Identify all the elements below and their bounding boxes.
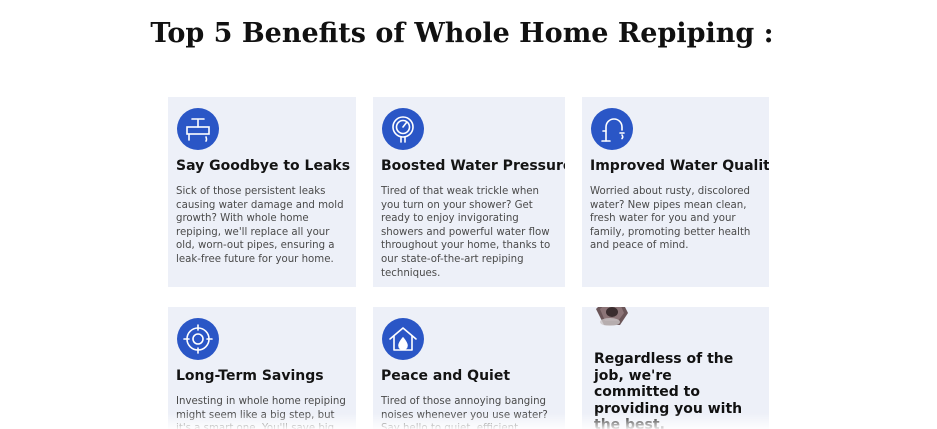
card-title: Boosted Water Pressure (381, 158, 565, 174)
promo-message: Regardless of the job, we're committed t… (594, 351, 743, 429)
card-description: Worried about rusty, discolored water? N… (590, 186, 751, 252)
pipe-valve-icon (176, 107, 220, 151)
page-title: Top 5 Benefits of Whole Home Repiping : (150, 18, 774, 49)
card-title: Long-Term Savings (176, 368, 324, 384)
hex-nut-icon (592, 307, 632, 331)
card-title: Say Goodbye to Leaks (176, 158, 351, 174)
benefit-card-leaks: Say Goodbye to Leaks Sick of those persi… (168, 97, 356, 287)
card-description: Tired of that weak trickle when you turn… (381, 186, 551, 279)
card-title: Peace and Quiet (381, 368, 511, 384)
bottom-fade (0, 413, 937, 429)
savings-target-icon (176, 317, 220, 361)
pressure-gauge-icon (381, 107, 425, 151)
benefit-card-water-pressure: Boosted Water Pressure Tired of that wea… (373, 97, 565, 287)
card-title: Improved Water Quality (590, 158, 769, 174)
promo-card: Regardless of the job, we're committed t… (582, 307, 769, 429)
house-water-drop-icon (381, 317, 425, 361)
card-description: Sick of those persistent leaks causing w… (176, 186, 344, 265)
benefit-card-savings: Long-Term Savings Investing in whole hom… (168, 307, 356, 429)
benefit-card-water-quality: Improved Water Quality Worried about rus… (582, 97, 769, 287)
benefit-card-peace-quiet: Peace and Quiet Tired of those annoying … (373, 307, 565, 429)
faucet-icon (590, 107, 634, 151)
